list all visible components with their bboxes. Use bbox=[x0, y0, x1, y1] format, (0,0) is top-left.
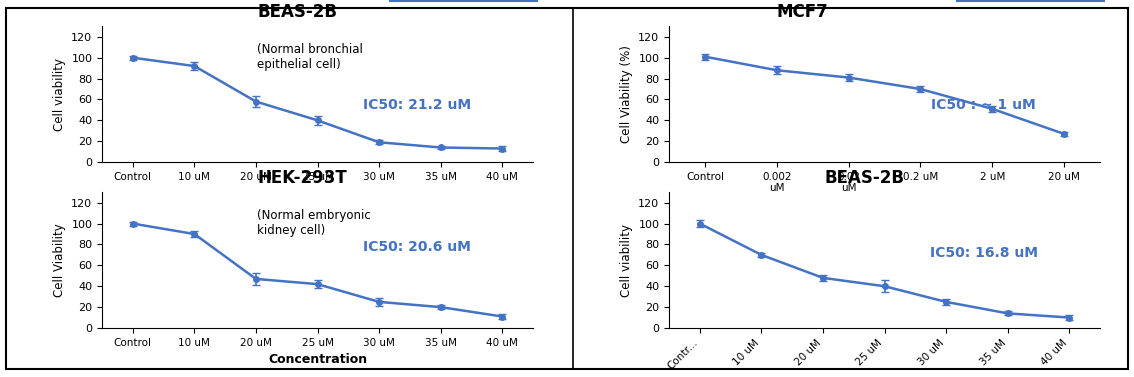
Text: BEAS-2B: BEAS-2B bbox=[824, 169, 904, 187]
Y-axis label: Cell viability: Cell viability bbox=[52, 58, 66, 131]
Text: (Normal bronchial
epithelial cell): (Normal bronchial epithelial cell) bbox=[257, 43, 363, 70]
Text: (Normal embryonic
kidney cell): (Normal embryonic kidney cell) bbox=[257, 208, 371, 236]
Text: IC50: 20.6 uM: IC50: 20.6 uM bbox=[363, 239, 471, 254]
Text: MCF7: MCF7 bbox=[777, 3, 829, 21]
Y-axis label: Cell viability: Cell viability bbox=[619, 224, 633, 297]
Text: IC50 : ~ 1 uM: IC50 : ~ 1 uM bbox=[931, 98, 1036, 112]
Y-axis label: Cell Viability (%): Cell Viability (%) bbox=[619, 45, 633, 143]
Text: HEK-293T: HEK-293T bbox=[257, 169, 347, 187]
Text: IC50: 16.8 uM: IC50: 16.8 uM bbox=[930, 246, 1038, 261]
X-axis label: Concentration: Concentration bbox=[268, 353, 367, 366]
Text: BEAS-2B: BEAS-2B bbox=[257, 3, 337, 21]
Text: IC50: 21.2 uM: IC50: 21.2 uM bbox=[363, 98, 471, 112]
Y-axis label: Cell Viability: Cell Viability bbox=[52, 223, 66, 297]
